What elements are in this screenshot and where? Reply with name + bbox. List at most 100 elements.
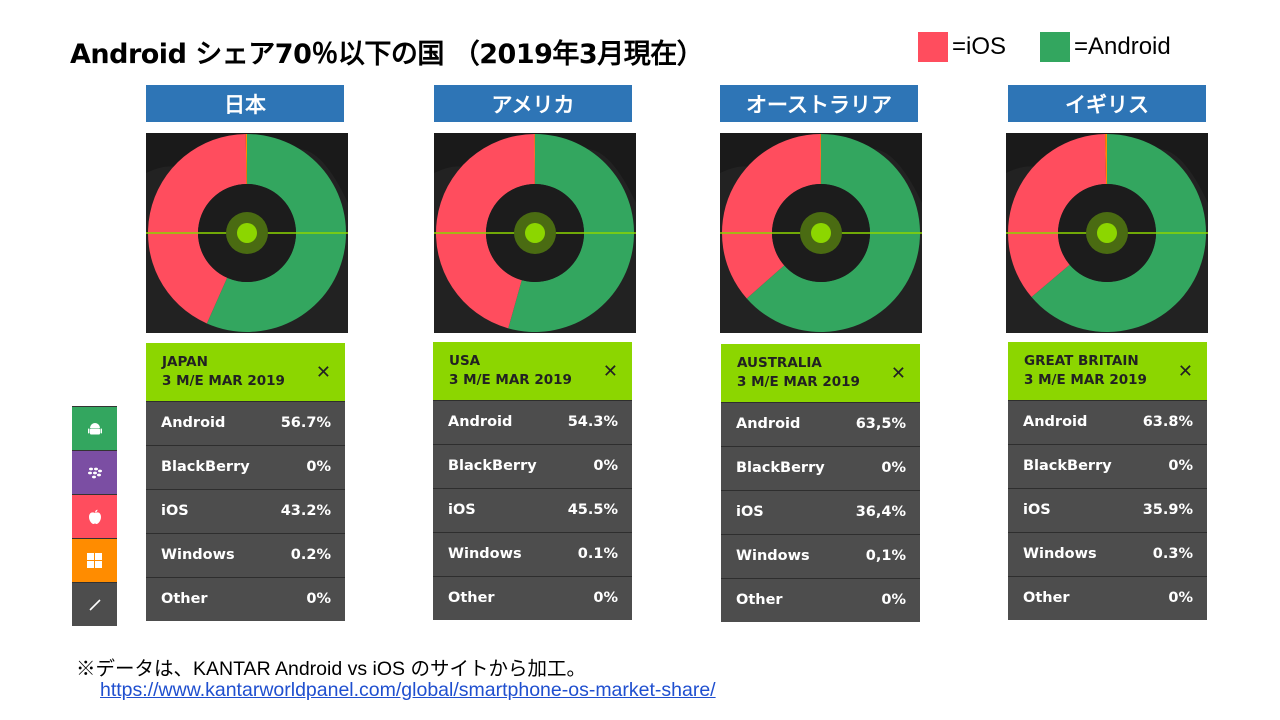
close-icon[interactable]: ✕ bbox=[602, 361, 618, 382]
slice-windows bbox=[534, 134, 535, 185]
table-row: Windows 0.1% bbox=[433, 532, 632, 576]
os-name: BlackBerry bbox=[736, 460, 825, 476]
country-header-japan: 日本 bbox=[146, 85, 344, 122]
center-dot bbox=[525, 223, 545, 243]
center-dot bbox=[811, 223, 831, 243]
os-name: Android bbox=[448, 414, 513, 430]
os-share: 56.7% bbox=[280, 415, 331, 431]
os-name: Other bbox=[161, 591, 208, 607]
source-link[interactable]: https://www.kantarworldpanel.com/global/… bbox=[100, 679, 716, 701]
os-share: 45.5% bbox=[567, 502, 618, 518]
footnote: ※データは、KANTAR Android vs iOS のサイトから加工。 bbox=[76, 658, 586, 680]
os-name: BlackBerry bbox=[161, 459, 250, 475]
slice-windows bbox=[1105, 134, 1107, 185]
close-icon[interactable]: ✕ bbox=[315, 362, 331, 383]
os-share: 36,4% bbox=[855, 504, 906, 520]
table-row: Android 63,5% bbox=[721, 402, 920, 446]
android-icon[interactable] bbox=[72, 406, 117, 450]
slice-ios bbox=[1008, 134, 1107, 298]
table-row: Other 0% bbox=[146, 577, 345, 621]
os-share: 0% bbox=[881, 460, 906, 476]
legend-item-ios: =iOS bbox=[918, 32, 1006, 62]
page-title: Android シェア70％以下の国 （2019年3月現在） bbox=[70, 39, 704, 70]
country-header-great-britain: イギリス bbox=[1008, 85, 1206, 122]
region-label: GREAT BRITAIN bbox=[1024, 353, 1139, 369]
os-share: 0% bbox=[306, 591, 331, 607]
os-name: Windows bbox=[736, 548, 810, 564]
table-row: Windows 0.3% bbox=[1008, 532, 1207, 576]
table-row: Android 54.3% bbox=[433, 400, 632, 444]
os-name: Android bbox=[736, 416, 801, 432]
os-share: 0.3% bbox=[1152, 546, 1193, 562]
os-share: 0% bbox=[593, 458, 618, 474]
card-header: USA 3 M/E MAR 2019 ✕ bbox=[433, 342, 632, 400]
table-row: iOS 36,4% bbox=[721, 490, 920, 534]
os-name: iOS bbox=[448, 502, 476, 518]
os-name: Android bbox=[161, 415, 226, 431]
os-share: 0,1% bbox=[865, 548, 906, 564]
table-row: iOS 43.2% bbox=[146, 489, 345, 533]
table-row: BlackBerry 0% bbox=[721, 446, 920, 490]
os-share: 63,5% bbox=[855, 416, 906, 432]
slice-ios bbox=[436, 134, 535, 329]
stats-card-usa: USA 3 M/E MAR 2019 ✕ Android 54.3% BlackB… bbox=[433, 342, 632, 620]
center-dot bbox=[237, 223, 257, 243]
other-icon[interactable] bbox=[72, 582, 117, 626]
os-name: Windows bbox=[1023, 546, 1097, 562]
table-row: Android 56.7% bbox=[146, 401, 345, 445]
period-label: 3 M/E MAR 2019 bbox=[449, 372, 572, 388]
slice-android bbox=[1031, 134, 1206, 332]
close-icon[interactable]: ✕ bbox=[890, 363, 906, 384]
stats-card-australia: AUSTRALIA 3 M/E MAR 2019 ✕ Android 63,5% … bbox=[721, 344, 920, 622]
donut-chart-usa bbox=[434, 133, 636, 333]
region-label: JAPAN bbox=[162, 354, 208, 370]
stats-card-great-britain: GREAT BRITAIN 3 M/E MAR 2019 ✕ Android 63… bbox=[1008, 342, 1207, 620]
os-share: 0% bbox=[881, 592, 906, 608]
os-name: BlackBerry bbox=[448, 458, 537, 474]
os-share: 0% bbox=[1168, 590, 1193, 606]
os-share: 35.9% bbox=[1142, 502, 1193, 518]
legend-label-ios: =iOS bbox=[952, 33, 1007, 60]
slice-windows bbox=[820, 134, 821, 185]
apple-icon[interactable] bbox=[72, 494, 117, 538]
os-share: 54.3% bbox=[567, 414, 618, 430]
legend-label-android: =Android bbox=[1074, 33, 1171, 60]
region-label: USA bbox=[449, 353, 481, 369]
blackberry-icon[interactable] bbox=[72, 450, 117, 494]
slice-windows bbox=[245, 134, 247, 185]
table-row: Android 63.8% bbox=[1008, 400, 1207, 444]
windows-icon[interactable] bbox=[72, 538, 117, 582]
table-row: Other 0% bbox=[721, 578, 920, 622]
os-share: 0% bbox=[1168, 458, 1193, 474]
table-row: BlackBerry 0% bbox=[1008, 444, 1207, 488]
legend-swatch-android bbox=[1040, 32, 1070, 62]
os-name: Windows bbox=[161, 547, 235, 563]
table-row: BlackBerry 0% bbox=[146, 445, 345, 489]
os-name: Other bbox=[736, 592, 783, 608]
period-label: 3 M/E MAR 2019 bbox=[162, 373, 285, 389]
center-dot bbox=[1097, 223, 1117, 243]
card-header: JAPAN 3 M/E MAR 2019 ✕ bbox=[146, 343, 345, 401]
os-name: Windows bbox=[448, 546, 522, 562]
table-row: Other 0% bbox=[1008, 576, 1207, 620]
os-icon-sidebar bbox=[72, 406, 117, 626]
table-row: Windows 0.2% bbox=[146, 533, 345, 577]
os-name: iOS bbox=[736, 504, 764, 520]
os-name: iOS bbox=[1023, 502, 1051, 518]
slice-ios bbox=[147, 134, 247, 324]
slice-android bbox=[206, 134, 346, 332]
os-share: 0.2% bbox=[290, 547, 331, 563]
legend-swatch-ios bbox=[918, 32, 948, 62]
legend-item-android: =Android bbox=[1040, 32, 1171, 62]
slice-android bbox=[508, 134, 635, 332]
donut-chart-australia bbox=[720, 133, 922, 333]
table-row: Windows 0,1% bbox=[721, 534, 920, 578]
os-name: Android bbox=[1023, 414, 1088, 430]
close-icon[interactable]: ✕ bbox=[1177, 361, 1193, 382]
period-label: 3 M/E MAR 2019 bbox=[737, 374, 860, 390]
donut-chart-great-britain bbox=[1006, 133, 1208, 333]
period-label: 3 M/E MAR 2019 bbox=[1024, 372, 1147, 388]
country-header-australia: オーストラリア bbox=[720, 85, 918, 122]
slice-ios bbox=[722, 134, 821, 299]
table-row: BlackBerry 0% bbox=[433, 444, 632, 488]
